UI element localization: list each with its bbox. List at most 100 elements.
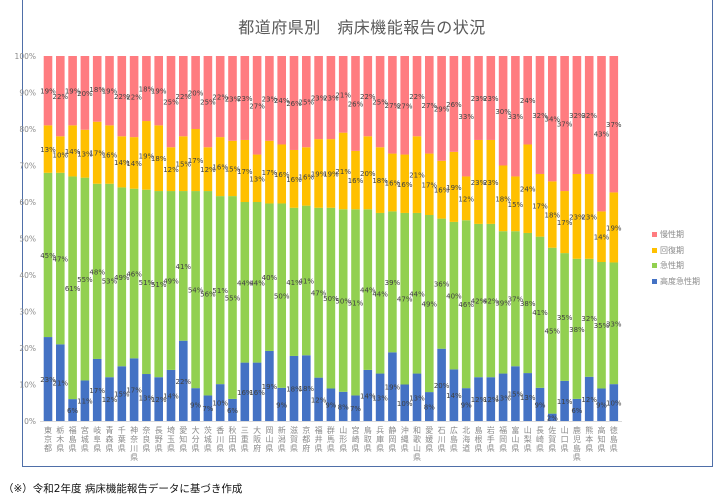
bar-segment bbox=[265, 350, 274, 421]
bar-segment bbox=[597, 56, 606, 212]
bar-segment bbox=[43, 125, 53, 173]
bar-segment bbox=[252, 362, 262, 421]
bar-segment bbox=[240, 56, 250, 140]
data-label: 23% bbox=[581, 213, 597, 221]
data-label: 13% bbox=[520, 394, 536, 402]
bar-segment bbox=[105, 377, 114, 421]
bar-segment bbox=[92, 121, 102, 184]
data-label: 10% bbox=[397, 400, 413, 408]
data-label: 44% bbox=[360, 287, 376, 295]
bar-segment bbox=[338, 132, 348, 210]
bar-segment bbox=[560, 380, 569, 421]
bar-segment bbox=[498, 165, 508, 232]
bar-segment bbox=[425, 153, 434, 216]
data-label: 12% bbox=[102, 396, 118, 404]
chart-plot: 0% 10% 20% 30% 40% 50% 60% 70% 80% 90% 100% 23% 45% 1… bbox=[15, 52, 622, 462]
bar-segment bbox=[302, 205, 311, 356]
data-label: 17% bbox=[188, 157, 204, 165]
bar-segment bbox=[326, 139, 336, 208]
data-label: 18% bbox=[286, 385, 302, 393]
x-tick-label: 県 bbox=[216, 444, 224, 453]
legend-swatch-chronic bbox=[652, 232, 657, 238]
bar-segment bbox=[597, 388, 606, 421]
x-tick-label: 県 bbox=[130, 453, 138, 462]
x-tick-label: 県 bbox=[536, 444, 544, 453]
footnote: （※）令和2年度 病床機能報告データに基づき作成 bbox=[3, 483, 243, 495]
data-label: 35% bbox=[594, 322, 610, 330]
bar-segment bbox=[277, 387, 286, 421]
x-tick-label: 埼 bbox=[167, 425, 175, 435]
bar-segment bbox=[240, 362, 250, 421]
bar-segment bbox=[179, 191, 188, 341]
bar-segment bbox=[215, 56, 225, 138]
x-tick-label: 石 bbox=[438, 426, 446, 435]
x-tick-label: 福 bbox=[499, 426, 507, 435]
x-tick-label: 東 bbox=[44, 425, 52, 435]
bar-segment bbox=[338, 209, 348, 392]
x-tick-label: 海 bbox=[462, 434, 470, 444]
data-label: 22% bbox=[53, 93, 69, 101]
x-tick-label: 馬 bbox=[327, 435, 335, 444]
x-tick-label: 森 bbox=[106, 434, 114, 444]
x-tick-label: 府 bbox=[302, 443, 310, 453]
bar-segment bbox=[142, 374, 151, 421]
data-label: 16% bbox=[237, 389, 253, 397]
x-tick-label: 県 bbox=[610, 444, 618, 453]
x-tick-label: 川 bbox=[438, 435, 446, 444]
x-tick-label: 奈 bbox=[142, 425, 150, 435]
x-tick-label: 和 bbox=[413, 426, 421, 435]
data-label: 18% bbox=[495, 195, 511, 203]
bar-segment bbox=[191, 388, 200, 421]
data-label: 25% bbox=[372, 99, 388, 107]
bar-segment bbox=[461, 176, 471, 221]
bar-segment bbox=[43, 172, 53, 338]
data-label: 16% bbox=[212, 164, 228, 172]
data-label: 16% bbox=[434, 187, 450, 195]
data-label: 41% bbox=[532, 309, 548, 317]
data-label: 48% bbox=[89, 268, 105, 276]
data-label: 47% bbox=[397, 296, 413, 304]
data-label: 15% bbox=[114, 391, 130, 399]
x-tick-label: 県 bbox=[142, 444, 150, 453]
x-tick-label: 岡 bbox=[499, 435, 507, 444]
bar-segment bbox=[584, 258, 594, 377]
data-label: 24% bbox=[520, 186, 536, 194]
bar-segment bbox=[609, 384, 619, 421]
bar-segment bbox=[314, 56, 323, 140]
data-label: 43% bbox=[594, 131, 610, 139]
data-label: 41% bbox=[299, 277, 315, 285]
bar-segment bbox=[351, 395, 360, 421]
x-tick-label: 県 bbox=[167, 444, 175, 453]
x-tick-label: 川 bbox=[130, 444, 138, 453]
data-label: 24% bbox=[520, 97, 536, 105]
bar-segment bbox=[486, 139, 496, 224]
x-tick-label: 宮 bbox=[352, 425, 360, 435]
bar-segment bbox=[289, 355, 299, 421]
data-label: 22% bbox=[212, 94, 228, 102]
bar-segment bbox=[191, 129, 200, 192]
data-label: 37% bbox=[557, 121, 573, 129]
bar-segment bbox=[191, 191, 200, 389]
bar-segment bbox=[154, 377, 163, 421]
bar-segment bbox=[215, 196, 225, 385]
bar-segment bbox=[68, 125, 77, 177]
bar-segment bbox=[56, 56, 65, 137]
bar-segment bbox=[215, 137, 225, 197]
data-label: 49% bbox=[114, 274, 130, 282]
x-tick-label: 県 bbox=[241, 444, 249, 453]
bar-segment bbox=[105, 183, 114, 378]
data-label: 13% bbox=[40, 146, 56, 154]
x-tick-label: 阪 bbox=[253, 435, 261, 444]
data-label: 6% bbox=[227, 407, 238, 415]
x-tick-label: 福 bbox=[69, 426, 77, 435]
bar-segment bbox=[129, 188, 139, 359]
data-label: 16% bbox=[348, 177, 364, 185]
x-tick-label: 奈 bbox=[130, 434, 138, 444]
x-tick-label: 宮 bbox=[81, 425, 89, 435]
x-tick-label: 島 bbox=[610, 434, 618, 444]
x-tick-label: 県 bbox=[327, 444, 335, 453]
x-tick-label: 城 bbox=[204, 435, 212, 444]
bar-segment bbox=[240, 139, 250, 202]
data-label: 32% bbox=[581, 112, 597, 120]
data-label: 19% bbox=[139, 152, 155, 160]
